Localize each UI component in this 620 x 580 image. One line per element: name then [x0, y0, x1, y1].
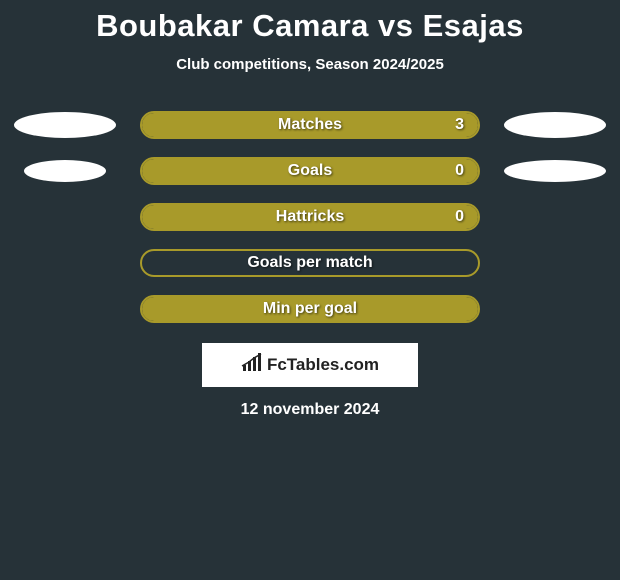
stat-row: Matches 3 [0, 111, 620, 139]
left-ellipse-slot [10, 160, 120, 182]
stat-value: 0 [455, 208, 464, 226]
stat-bar: Goals per match [140, 249, 480, 277]
player1-marker-icon [14, 112, 116, 138]
page-title: Boubakar Camara vs Esajas [0, 8, 620, 44]
stat-bar: Goals 0 [140, 157, 480, 185]
chart-bars-icon [241, 353, 265, 378]
brand-logo: FcTables.com [241, 353, 379, 378]
stat-bar: Hattricks 0 [140, 203, 480, 231]
season-subtitle: Club competitions, Season 2024/2025 [0, 56, 620, 73]
generation-date: 12 november 2024 [0, 401, 620, 419]
player2-marker-icon [504, 160, 606, 182]
comparison-infographic: Boubakar Camara vs Esajas Club competiti… [0, 0, 620, 419]
stat-row: Hattricks 0 [0, 203, 620, 231]
stat-value: 3 [455, 116, 464, 134]
brand-logo-text: FcTables.com [267, 355, 379, 375]
stat-label: Hattricks [276, 208, 344, 226]
stat-label: Matches [278, 116, 342, 134]
stat-label: Goals [288, 162, 332, 180]
stat-label: Goals per match [247, 254, 372, 272]
stat-value: 0 [455, 162, 464, 180]
stat-row: Goals 0 [0, 157, 620, 185]
brand-logo-box: FcTables.com [202, 343, 418, 387]
player2-marker-icon [504, 112, 606, 138]
right-ellipse-slot [500, 160, 610, 182]
right-ellipse-slot [500, 112, 610, 138]
stats-area: Matches 3 Goals 0 Hattricks 0 Goals per match M… [0, 111, 620, 323]
player1-marker-icon [24, 160, 106, 182]
stat-bar: Matches 3 [140, 111, 480, 139]
stat-row: Min per goal [0, 295, 620, 323]
left-ellipse-slot [10, 112, 120, 138]
stat-label: Min per goal [263, 300, 357, 318]
stat-row: Goals per match [0, 249, 620, 277]
stat-bar: Min per goal [140, 295, 480, 323]
